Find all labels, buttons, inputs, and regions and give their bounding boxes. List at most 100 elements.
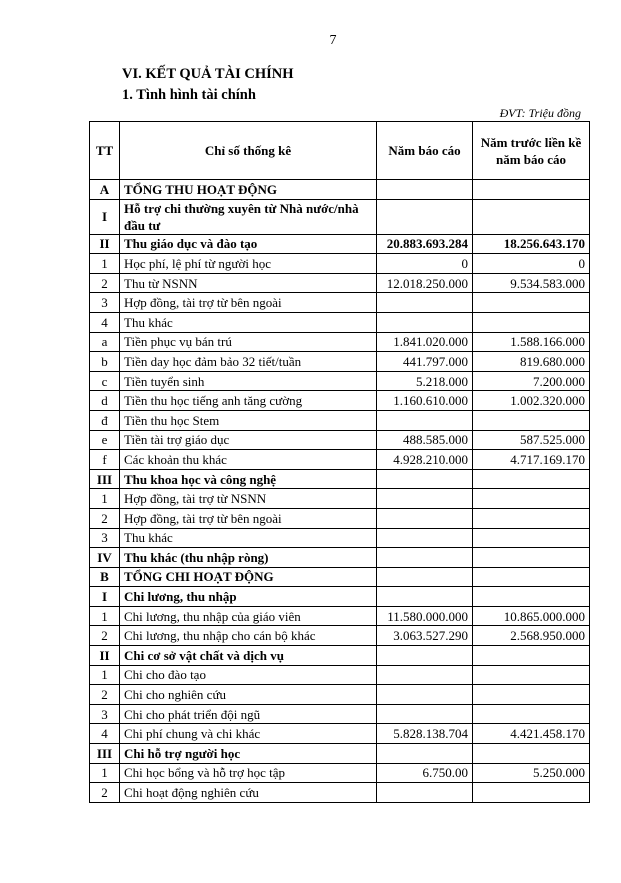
table-row: IV Thu khác (thu nhập ròng) (89, 547, 590, 568)
table-row: f Các khoản thu khác 4.928.210.000 4.717.16… (89, 449, 590, 470)
row-label: Hợp đồng, tài trợ từ bên ngoài (119, 507, 377, 529)
row-label: Tiền tài trợ giáo dục (119, 429, 377, 451)
row-tt: 3 (89, 527, 120, 549)
table-row: III Chi hỗ trợ người học (89, 743, 590, 764)
row-previous-year: 1.002.320.000 (472, 390, 590, 411)
row-tt: 1 (89, 253, 120, 274)
table-row: II Thu giáo dục và đào tạo 20.883.693.284 1… (89, 233, 590, 255)
row-previous-year (472, 527, 590, 549)
table-row: 1 Chi lương, thu nhập của giáo viên 11.580… (89, 605, 590, 627)
page-number: 7 (329, 33, 337, 48)
row-tt: 2 (89, 507, 120, 529)
row-current-year (376, 703, 473, 725)
row-previous-year (472, 782, 590, 803)
row-previous-year: 0 (472, 253, 590, 274)
row-current-year: 4.928.210.000 (376, 449, 473, 470)
row-label: Hợp đồng, tài trợ từ bên ngoài (119, 292, 377, 313)
row-previous-year (472, 409, 590, 431)
row-previous-year (472, 179, 590, 200)
row-current-year (376, 782, 473, 803)
row-current-year (376, 566, 473, 588)
row-previous-year: 587.525.000 (472, 429, 590, 451)
row-tt: I (89, 198, 120, 235)
header-previous-year: Năm trước liền kề năm báo cáo (472, 121, 590, 180)
row-label: Tiền tuyển sinh (119, 370, 377, 392)
row-previous-year (472, 586, 590, 607)
row-tt: I (89, 586, 120, 607)
row-tt: 1 (89, 762, 120, 784)
row-tt: e (89, 429, 120, 451)
row-tt: II (89, 233, 120, 255)
row-current-year: 11.580.000.000 (376, 605, 473, 627)
row-tt: III (89, 743, 120, 764)
row-previous-year: 2.568.950.000 (472, 625, 590, 647)
table-row: 1 Chi học bổng và hỗ trợ học tập 6.750.00 5… (89, 762, 590, 784)
table-row: B TỔNG CHI HOẠT ĐỘNG (89, 566, 590, 588)
table-row: 2 Chi lương, thu nhập cho cán bộ khác 3.06… (89, 625, 590, 647)
financial-table: TT Chỉ số thống kê Năm báo cáo Năm trước… (89, 121, 590, 803)
row-current-year: 488.585.000 (376, 429, 473, 451)
table-row: 4 Thu khác (89, 311, 590, 333)
row-label: Các khoản thu khác (119, 449, 377, 470)
row-current-year (376, 684, 473, 705)
row-tt: c (89, 370, 120, 392)
table-row: c Tiền tuyển sinh 5.218.000 7.200.000 (89, 370, 590, 392)
row-current-year (376, 586, 473, 607)
table-row: 3 Chi cho phát triển đội ngũ (89, 703, 590, 725)
row-previous-year: 4.421.458.170 (472, 723, 590, 745)
row-tt: II (89, 645, 120, 666)
row-label: Chi lương, thu nhập (119, 586, 377, 607)
table-row: 3 Hợp đồng, tài trợ từ bên ngoài (89, 292, 590, 313)
row-label: Thu giáo dục và đào tạo (119, 233, 377, 255)
table-row: 2 Hợp đồng, tài trợ từ bên ngoài (89, 507, 590, 529)
row-tt: 1 (89, 664, 120, 686)
row-current-year: 20.883.693.284 (376, 233, 473, 255)
table-row: I Hỗ trợ chi thường xuyên từ Nhà nước/nhà… (89, 198, 590, 235)
row-tt: 4 (89, 723, 120, 745)
row-previous-year (472, 198, 590, 235)
row-label: Chi hoạt động nghiên cứu (119, 782, 377, 803)
row-tt: 3 (89, 292, 120, 313)
row-previous-year (472, 547, 590, 568)
row-label: Chi lương, thu nhập của giáo viên (119, 605, 377, 627)
row-label: Chi cho đào tạo (119, 664, 377, 686)
row-label: Thu khác (119, 527, 377, 549)
row-tt: b (89, 351, 120, 372)
row-current-year (376, 527, 473, 549)
table-body: A TỔNG THU HOẠT ĐỘNG I Hỗ trợ chi thường xu… (89, 179, 590, 803)
row-tt: a (89, 331, 120, 353)
row-tt: 2 (89, 782, 120, 803)
row-tt: 1 (89, 488, 120, 509)
row-previous-year: 9.534.583.000 (472, 272, 590, 294)
row-current-year: 5.218.000 (376, 370, 473, 392)
row-current-year (376, 645, 473, 666)
row-label: Chi cơ sở vật chất và dịch vụ (119, 645, 377, 666)
row-label: Hỗ trợ chi thường xuyên từ Nhà nước/nhà … (119, 198, 377, 235)
header-current-year: Năm báo cáo (376, 121, 473, 180)
table-row: 1 Chi cho đào tạo (89, 664, 590, 686)
row-current-year: 3.063.527.290 (376, 625, 473, 647)
row-label: Tiền thu học Stem (119, 409, 377, 431)
row-label: TỔNG THU HOẠT ĐỘNG (119, 179, 377, 200)
row-tt: 1 (89, 605, 120, 627)
table-row: 4 Chi phí chung và chi khác 5.828.138.704 4… (89, 723, 590, 745)
section-title: VI. KẾT QUẢ TÀI CHÍNH (122, 66, 294, 82)
row-previous-year: 18.256.643.170 (472, 233, 590, 255)
row-label: Thu khác (thu nhập ròng) (119, 547, 377, 568)
row-previous-year (472, 468, 590, 490)
row-previous-year: 7.200.000 (472, 370, 590, 392)
row-current-year: 1.841.020.000 (376, 331, 473, 353)
unit-note: ĐVT: Triệu đồng (499, 106, 581, 120)
table-row: II Chi cơ sở vật chất và dịch vụ (89, 645, 590, 666)
row-current-year (376, 664, 473, 686)
subsection-title: 1. Tình hình tài chính (122, 87, 256, 103)
row-current-year (376, 198, 473, 235)
row-tt: d (89, 390, 120, 411)
row-current-year (376, 311, 473, 333)
row-current-year: 6.750.00 (376, 762, 473, 784)
table-row: 2 Chi cho nghiên cứu (89, 684, 590, 705)
row-tt: 2 (89, 272, 120, 294)
row-previous-year (472, 645, 590, 666)
row-tt: f (89, 449, 120, 470)
row-previous-year (472, 311, 590, 333)
